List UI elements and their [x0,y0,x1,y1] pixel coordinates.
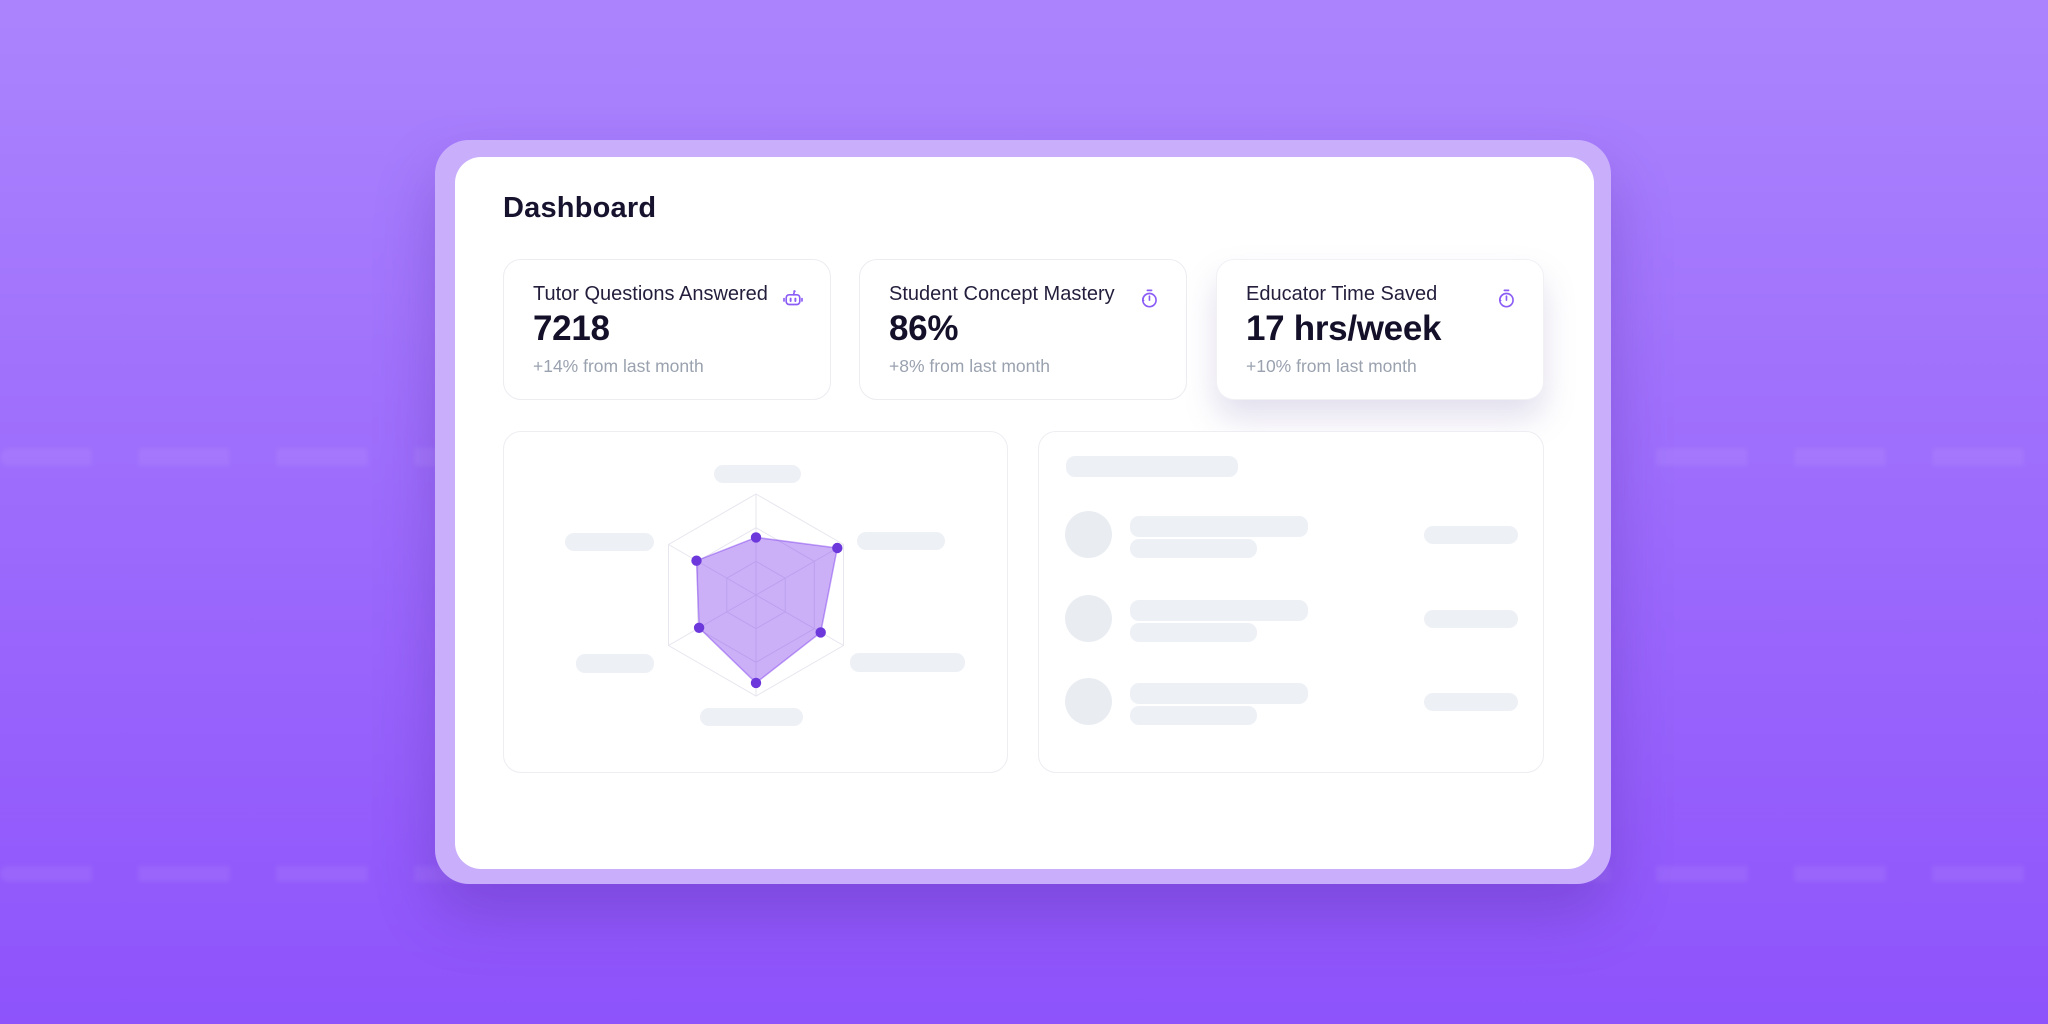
stat-delta: +10% from last month [1246,356,1417,376]
stat-value: 7218 [533,309,610,348]
avatar-skeleton [1065,595,1112,642]
list-item [1039,595,1543,643]
axis-label-skeleton [565,533,654,551]
stat-card-tutor-questions[interactable]: Tutor Questions Answered 7218 +14% from … [503,259,831,400]
line-skeleton [1130,539,1257,558]
stat-label: Student Concept Mastery [889,283,1115,305]
stat-value: 86% [889,309,959,348]
line-skeleton [1130,600,1308,621]
chart-title-skeleton [714,465,801,483]
stat-card-time-saved[interactable]: Educator Time Saved 17 hrs/week +10% fro… [1216,259,1544,400]
stopwatch-icon [1499,289,1514,308]
value-skeleton [1424,610,1518,628]
axis-label-skeleton [850,653,965,672]
line-skeleton [1130,706,1257,725]
avatar-skeleton [1065,678,1112,725]
value-skeleton [1424,693,1518,711]
list-item [1039,678,1543,726]
stat-card-concept-mastery[interactable]: Student Concept Mastery 86% +8% from las… [859,259,1187,400]
stat-delta: +8% from last month [889,356,1050,376]
stat-label: Tutor Questions Answered [533,283,768,305]
activity-list-panel [1038,431,1544,773]
line-skeleton [1130,516,1308,537]
radar-chart-panel [503,431,1008,773]
line-skeleton [1130,683,1308,704]
stopwatch-icon [1142,289,1157,308]
radar-chart [668,493,844,697]
panel-title-skeleton [1066,456,1238,477]
avatar-skeleton [1065,511,1112,558]
line-skeleton [1130,623,1257,642]
robot-icon [783,290,803,306]
value-skeleton [1424,526,1518,544]
stat-delta: +14% from last month [533,356,704,376]
axis-label-skeleton [700,708,803,726]
list-item [1039,511,1543,559]
page-title: Dashboard [503,192,657,224]
stat-value: 17 hrs/week [1246,309,1442,348]
dashboard-window: Dashboard Tutor Questions Answered 7218 … [455,157,1594,869]
stat-label: Educator Time Saved [1246,283,1438,305]
axis-label-skeleton [857,532,945,550]
axis-label-skeleton [576,654,654,673]
